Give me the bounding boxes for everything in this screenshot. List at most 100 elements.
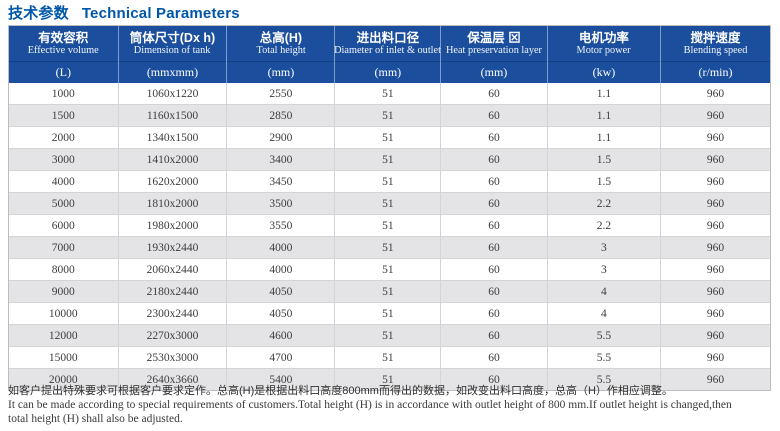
page-title-en: Technical Parameters: [81, 5, 240, 22]
table-cell: 51: [335, 171, 442, 192]
table-row: 10000 2300x2440 4050 51 60 4 960: [9, 302, 770, 324]
table-cell: 51: [335, 347, 442, 368]
table-row: 8000 2060x2440 4000 51 60 3 960: [9, 258, 770, 280]
table-cell: 9000: [9, 281, 119, 302]
column-header-unit: (mm): [267, 65, 295, 79]
column-header: 筒体尺寸(Dx h) Dimension of tank (mmxmm): [118, 26, 228, 83]
table-cell: 6000: [9, 215, 119, 236]
table-cell: 4000: [227, 237, 336, 258]
table-cell: 960: [706, 87, 725, 100]
table-cell: 1000: [9, 83, 119, 104]
table-cell: 51: [335, 83, 442, 104]
table-cell: 2000: [9, 127, 119, 148]
table-cell: 960: [706, 307, 725, 320]
table-cell: 51: [335, 237, 442, 258]
table-cell: 960: [706, 197, 725, 210]
table-cell: 60: [441, 369, 548, 390]
column-header-unit: (mm): [374, 65, 402, 79]
column-header-en: Dimension of tank: [134, 45, 211, 56]
column-header-unit: (mmxmm): [146, 65, 199, 79]
table-cell: 60: [441, 347, 548, 368]
table-cell: 5.5: [548, 325, 662, 346]
table-cell: 3500: [227, 193, 336, 214]
column-header-labels: 总高(H) Total height: [227, 26, 335, 62]
table-row: 15000 2530x3000 4700 51 60 5.5 960: [9, 346, 770, 368]
table-cell: 960: [706, 131, 725, 144]
table-cell: 1.5: [548, 171, 662, 192]
column-header-en: Diameter of inlet & outlet: [334, 45, 442, 56]
table-cell: 1930x2440: [119, 237, 228, 258]
table-row: 2000 1340x1500 2900 51 60 1.1 960: [9, 126, 770, 148]
table-cell: 2550: [227, 83, 336, 104]
column-header-labels: 搅拌速度 Blending speed: [661, 26, 770, 62]
table-cell: 2900: [227, 127, 336, 148]
column-header-zh: 有效容积: [38, 31, 89, 45]
table-row: 5000 1810x2000 3500 51 60 2.2 960: [9, 192, 770, 214]
column-header: 保温层 ⊠ Heat preservation layer (mm): [441, 26, 548, 83]
table-cell: 960: [706, 351, 725, 364]
table-cell: 5.5: [548, 369, 662, 390]
table-cell: 10000: [9, 303, 119, 324]
table-cell: 960: [706, 373, 725, 386]
table-cell: 1620x2000: [119, 171, 228, 192]
column-header-zh: 筒体尺寸(Dx h): [129, 31, 216, 45]
table-cell: 60: [441, 149, 548, 170]
technical-parameters-table: 有效容积 Effective volume (L) 筒体尺寸(Dx h) Dimensi…: [8, 25, 771, 391]
table-cell: 60: [441, 215, 548, 236]
table-cell: 4050: [227, 281, 336, 302]
table-cell: 960: [706, 109, 725, 122]
table-cell: 3450: [227, 171, 336, 192]
column-header-labels: 电机功率 Motor power: [547, 26, 661, 62]
table-cell: 960: [706, 329, 725, 342]
table-cell: 51: [335, 325, 442, 346]
table-cell: 51: [335, 369, 442, 390]
table-body: 1000 1060x1220 2550 51 60 1.1 960 1500 1160x1500…: [9, 83, 770, 390]
table-header-row: 有效容积 Effective volume (L) 筒体尺寸(Dx h) Dimensi…: [9, 26, 770, 83]
table-cell: 4000: [227, 259, 336, 280]
column-header-unit: (mm): [480, 65, 508, 79]
table-cell: 4: [548, 303, 662, 324]
table-row: 1000 1060x1220 2550 51 60 1.1 960: [9, 83, 770, 104]
table-cell: 1.5: [548, 149, 662, 170]
table-cell: 1980x2000: [119, 215, 228, 236]
table-cell: 51: [335, 149, 442, 170]
table-cell: 2180x2440: [119, 281, 228, 302]
table-cell: 2060x2440: [119, 259, 228, 280]
table-cell: 8000: [9, 259, 119, 280]
column-header-labels: 进出料口径 Diameter of inlet & outlet: [334, 26, 442, 62]
column-header-zh: 总高(H): [259, 31, 303, 45]
table-cell: 3: [548, 259, 662, 280]
table-cell: 960: [706, 263, 725, 276]
table-cell: 2640x3660: [119, 369, 228, 390]
footer-note-zh: 如客户提出特殊要求可根据客户要求定作。总高(H)是根据出料口高度800mm而得出…: [8, 385, 673, 397]
table-cell: 60: [441, 281, 548, 302]
table-cell: 1500: [9, 105, 119, 126]
table-row: 12000 2270x3000 4600 51 60 5.5 960: [9, 324, 770, 346]
table-cell: 2.2: [548, 215, 662, 236]
table-cell: 960: [706, 285, 725, 298]
table-cell: 51: [335, 215, 442, 236]
table-cell: 51: [335, 259, 442, 280]
column-header-en: Motor power: [576, 45, 631, 56]
table-cell: 60: [441, 171, 548, 192]
table-cell: 2850: [227, 105, 336, 126]
table-cell: 4700: [227, 347, 336, 368]
table-cell: 3400: [227, 149, 336, 170]
table-cell: 1.1: [548, 83, 662, 104]
table-cell: 51: [335, 281, 442, 302]
table-cell: 4: [548, 281, 662, 302]
table-cell: 51: [335, 193, 442, 214]
column-header-en: Blending speed: [683, 45, 748, 56]
table-cell: 60: [441, 303, 548, 324]
table-row: 3000 1410x2000 3400 51 60 1.5 960: [9, 148, 770, 170]
column-header: 电机功率 Motor power (kw): [547, 26, 662, 83]
table-cell: 15000: [9, 347, 119, 368]
column-header-zh: 保温层 ⊠: [467, 31, 521, 45]
table-cell: 1060x1220: [119, 83, 228, 104]
table-cell: 60: [441, 105, 548, 126]
table-cell: 1810x2000: [119, 193, 228, 214]
table-cell: 2530x3000: [119, 347, 228, 368]
table-cell: 2270x3000: [119, 325, 228, 346]
table-cell: 1.1: [548, 105, 662, 126]
